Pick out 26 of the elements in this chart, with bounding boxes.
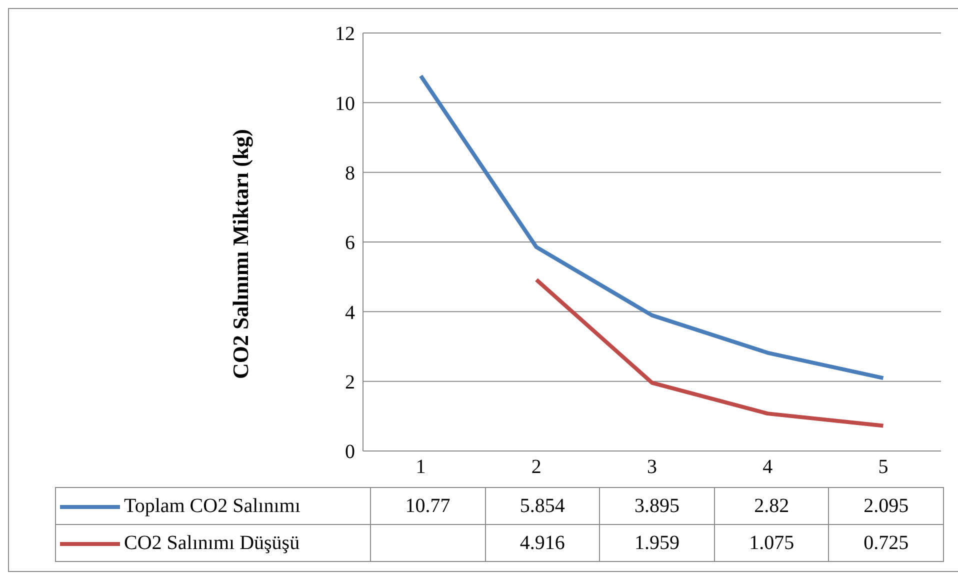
y-tick-label: 10 bbox=[335, 92, 355, 115]
data-label: 2.095 bbox=[828, 488, 944, 524]
data-label: 0.725 bbox=[828, 524, 944, 562]
x-tick-label: 4 bbox=[762, 456, 773, 478]
data-label: 10.77 bbox=[370, 488, 486, 524]
line-series bbox=[418, 74, 886, 380]
data-label: 2.82 bbox=[714, 488, 829, 524]
x-tick-label: 5 bbox=[878, 456, 888, 478]
data-label: 1.959 bbox=[600, 524, 714, 562]
y-tick-label: 4 bbox=[345, 302, 355, 324]
legend-label: Toplam CO2 Salınımı bbox=[56, 488, 370, 524]
data-label: 1.075 bbox=[714, 524, 829, 562]
x-tick-label: 2 bbox=[531, 456, 542, 478]
y-tick-label: 2 bbox=[345, 371, 355, 394]
y-tick-label: 8 bbox=[345, 162, 355, 184]
y-tick-label: 12 bbox=[335, 23, 355, 46]
x-tick-label: 1 bbox=[416, 456, 426, 478]
x-tick-label: 3 bbox=[647, 456, 657, 478]
data-label: 3.895 bbox=[600, 488, 714, 524]
y-tick-label: 6 bbox=[345, 232, 355, 254]
y-tick-label: 0 bbox=[345, 441, 355, 464]
data-label: 4.916 bbox=[485, 524, 600, 562]
data-label: 5.854 bbox=[485, 488, 600, 524]
legend-label: CO2 Salınımı Düşüşü bbox=[56, 524, 370, 562]
line-series bbox=[534, 278, 886, 428]
y-axis-title: CO2 Salınımı Miktarı (kg) bbox=[228, 129, 254, 379]
